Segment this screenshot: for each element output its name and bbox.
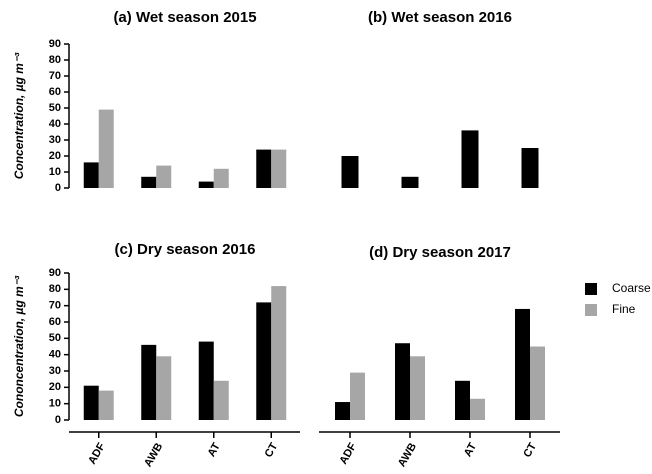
bar: [271, 286, 287, 420]
x-tick-label: CT: [263, 441, 281, 460]
y-tick-label: 50: [49, 102, 61, 114]
bar: [198, 341, 214, 420]
panel-title: (c) Dry season 2016: [115, 241, 256, 258]
y-tick-label: 30: [49, 365, 61, 377]
bar: [515, 308, 530, 420]
bar: [256, 149, 272, 188]
bar: [521, 148, 539, 188]
bar: [213, 168, 229, 188]
bar: [401, 176, 419, 188]
y-tick-label: 80: [49, 283, 61, 295]
bar: [213, 380, 229, 420]
y-tick-label: 30: [49, 134, 61, 146]
y-tick-label: 10: [49, 398, 61, 410]
x-tick-label: AT: [462, 441, 479, 459]
x-tick-label: CT: [521, 441, 539, 460]
y-tick-label: 80: [49, 54, 61, 66]
panel-title: (b) Wet season 2016: [368, 9, 512, 26]
y-tick-label: 90: [49, 267, 61, 279]
bar: [410, 356, 425, 420]
panel-title: (d) Dry season 2017: [369, 244, 511, 261]
bar: [141, 176, 157, 188]
y-tick-label: 20: [49, 150, 61, 162]
legend-label: Coarse: [612, 281, 651, 295]
bar: [455, 380, 470, 420]
bar: [530, 346, 545, 420]
x-tick-label: AWB: [396, 441, 419, 469]
bar: [335, 402, 350, 420]
bar: [141, 344, 157, 420]
y-tick-label: 70: [49, 70, 61, 82]
bar: [341, 156, 359, 188]
y-tick-label: 40: [49, 118, 61, 130]
y-tick-label: 70: [49, 300, 61, 312]
legend-label: Fine: [612, 302, 636, 316]
bar: [198, 181, 214, 188]
bar: [395, 343, 410, 420]
bar: [461, 130, 479, 188]
y-tick-label: 60: [49, 316, 61, 328]
bar: [256, 302, 272, 420]
y-tick-label: 0: [55, 414, 61, 426]
y-tick-label: 10: [49, 166, 61, 178]
y-axis-label: Concentration, µg m⁻³: [12, 52, 26, 180]
legend-swatch: [585, 304, 597, 316]
bar: [83, 385, 99, 420]
x-tick-label: AWB: [142, 441, 165, 469]
bar: [98, 390, 114, 420]
y-tick-label: 20: [49, 381, 61, 393]
bar: [156, 165, 172, 188]
bar: [156, 356, 172, 420]
x-tick-label: ADF: [337, 441, 359, 467]
panel-title: (a) Wet season 2015: [113, 9, 256, 26]
bar: [271, 149, 287, 188]
legend-swatch: [585, 283, 597, 295]
y-tick-label: 40: [49, 349, 61, 361]
bar: [350, 372, 365, 420]
bar: [470, 398, 485, 420]
bar: [98, 109, 114, 188]
y-tick-label: 50: [49, 332, 61, 344]
y-tick-label: 0: [55, 182, 61, 194]
bar: [83, 162, 99, 188]
y-tick-label: 90: [49, 38, 61, 50]
y-tick-label: 60: [49, 86, 61, 98]
x-tick-label: AT: [206, 441, 223, 459]
y-axis-label: Cononcentration, µg m⁻³: [12, 275, 26, 417]
x-tick-label: ADF: [86, 441, 108, 467]
